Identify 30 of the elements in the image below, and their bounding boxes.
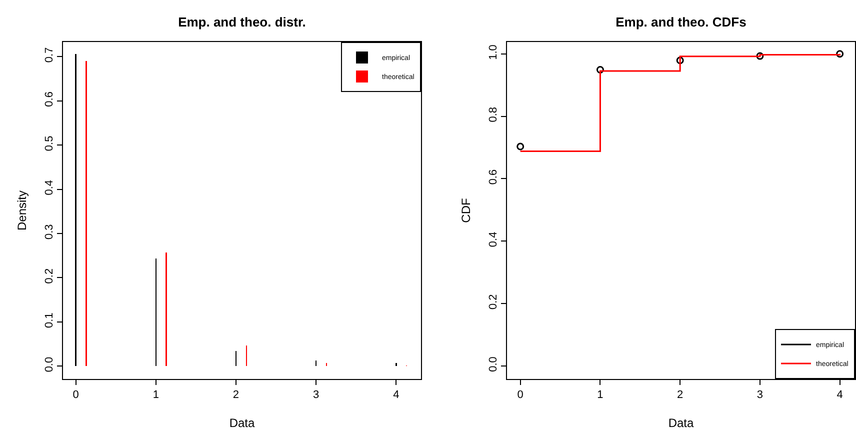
- y-tick-label: 0.6: [44, 92, 56, 107]
- y-tick-label: 0.7: [44, 47, 56, 63]
- chart-title: Emp. and theo. distr.: [178, 14, 306, 30]
- y-tick-label: 0.4: [44, 180, 56, 196]
- y-axis-title: Density: [14, 190, 29, 231]
- y-tick-label: 0.6: [488, 169, 500, 185]
- x-tick-label: 0: [72, 389, 79, 402]
- x-axis-title: Data: [229, 416, 255, 430]
- y-tick-label: 1.0: [488, 44, 500, 60]
- y-axis-title: CDF: [458, 198, 473, 223]
- x-tick-label: 0: [517, 389, 524, 402]
- y-tick-label: 0.5: [44, 136, 56, 152]
- chart-title: Emp. and theo. CDFs: [616, 14, 746, 30]
- y-tick-label: 0.2: [488, 294, 500, 310]
- y-tick-label: 0.0: [488, 356, 500, 372]
- x-tick-label: 3: [756, 389, 764, 402]
- x-axis-title: Data: [668, 416, 694, 430]
- y-tick-label: 0.2: [44, 268, 56, 284]
- x-tick-label: 1: [152, 389, 159, 402]
- x-tick-label: 2: [232, 389, 240, 402]
- x-tick-label: 3: [313, 389, 320, 402]
- x-tick-label: 4: [393, 389, 400, 402]
- y-tick-label: 0.3: [44, 224, 56, 240]
- y-tick-label: 0.8: [488, 106, 500, 122]
- y-tick-label: 0.0: [44, 356, 56, 372]
- y-tick-label: 0.4: [488, 232, 500, 248]
- y-tick-label: 0.1: [44, 312, 56, 328]
- x-tick-label: 2: [677, 389, 684, 402]
- x-tick-label: 4: [836, 389, 843, 402]
- x-tick-label: 1: [597, 389, 604, 402]
